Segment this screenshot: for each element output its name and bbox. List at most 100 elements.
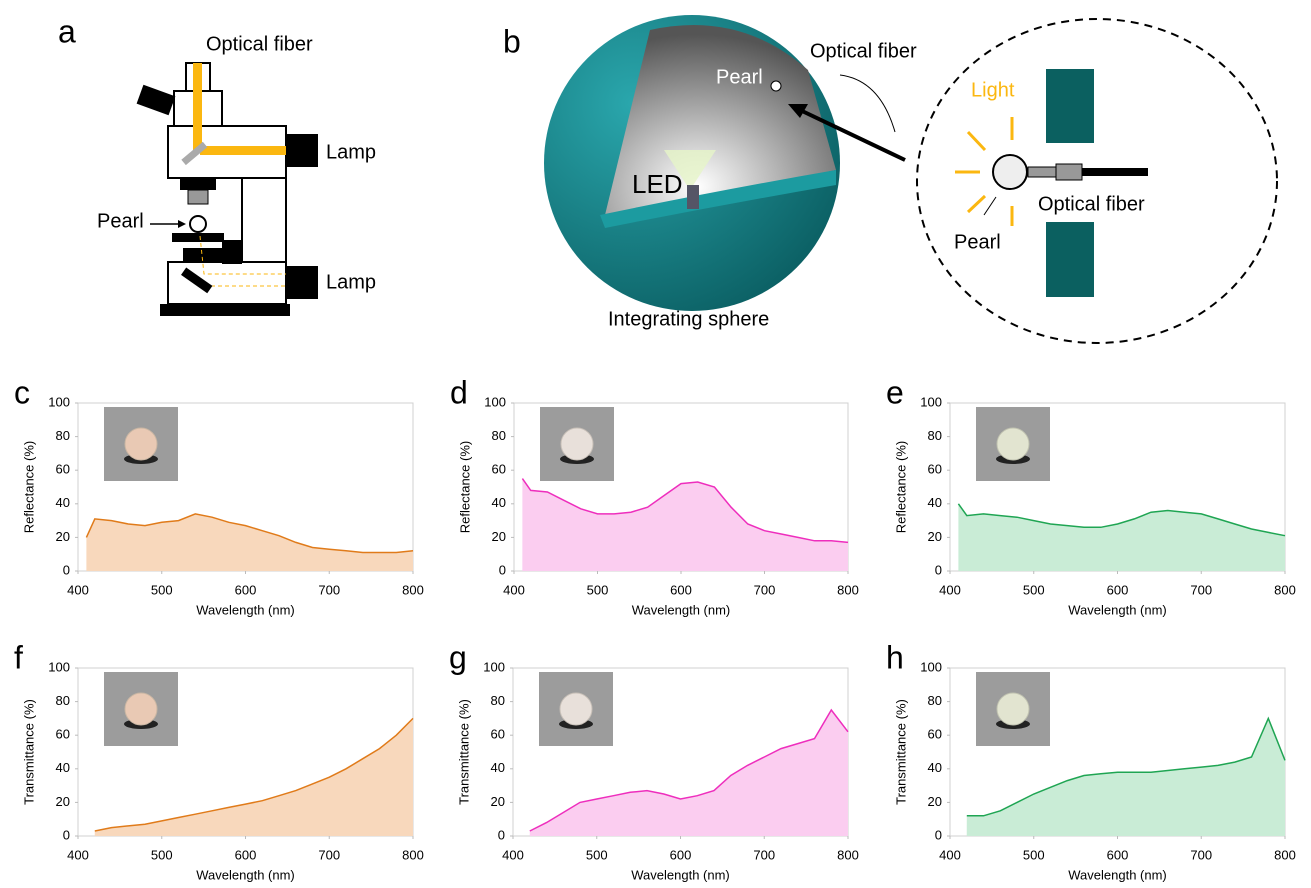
y-axis-label: Reflectance (%) (21, 441, 36, 533)
area (522, 479, 848, 571)
y-tick-label: 60 (492, 462, 506, 477)
x-axis-label: Wavelength (nm) (1068, 867, 1167, 882)
panel-label: d (450, 374, 468, 410)
y-tick-label: 40 (491, 760, 505, 775)
x-axis-label: Wavelength (nm) (196, 602, 295, 617)
label: Optical fiber (206, 33, 313, 55)
y-tick-label: 80 (56, 693, 70, 708)
x-tick-label: 600 (670, 582, 692, 597)
chart: f 0 20 40 60 80 100 400 500 600 700 800 Wavelength (… (14, 639, 424, 882)
x-tick-label: 500 (151, 847, 173, 862)
x-tick-label: 600 (235, 847, 257, 862)
y-tick-label: 0 (63, 562, 70, 577)
y-tick-label: 20 (928, 529, 942, 544)
y-tick-label: 0 (498, 827, 505, 842)
panel-label: h (886, 639, 904, 675)
x-tick-label: 800 (1274, 582, 1296, 597)
label: Optical fiber (1038, 193, 1145, 215)
y-tick-label: 40 (492, 495, 506, 510)
x-tick-label: 500 (151, 582, 173, 597)
x-tick-label: 800 (402, 847, 424, 862)
y-tick-label: 40 (928, 495, 942, 510)
area (958, 504, 1285, 571)
y-tick-label: 100 (484, 394, 506, 409)
pearl (125, 428, 157, 460)
microscope-diagram: a Optical fiber Lamp Pearl Lamp (58, 13, 376, 316)
y-tick-label: 100 (483, 659, 505, 674)
x-tick-label: 700 (1190, 847, 1212, 862)
pearl (560, 693, 592, 725)
y-tick-label: 60 (56, 727, 70, 742)
label: Light (971, 79, 1015, 101)
y-tick-label: 20 (492, 529, 506, 544)
pearl (997, 693, 1029, 725)
x-tick-label: 500 (587, 582, 609, 597)
x-tick-label: 800 (1274, 847, 1296, 862)
y-tick-label: 20 (928, 794, 942, 809)
panel-label: c (14, 374, 30, 410)
x-tick-label: 500 (1023, 847, 1045, 862)
panel-label: f (14, 639, 23, 675)
pearl (561, 428, 593, 460)
x-tick-label: 500 (586, 847, 608, 862)
y-tick-label: 60 (928, 462, 942, 477)
x-axis-label: Wavelength (nm) (631, 867, 730, 882)
figure: a Optical fiber Lamp Pearl Lamp b Pearl … (0, 0, 1311, 888)
label: Lamp (326, 271, 376, 293)
label: LED (632, 169, 683, 199)
x-tick-label: 800 (837, 582, 859, 597)
y-tick-label: 100 (920, 394, 942, 409)
x-tick-label: 600 (1107, 582, 1129, 597)
y-tick-label: 20 (491, 794, 505, 809)
y-axis-label: Transmittance (%) (21, 699, 36, 805)
y-axis-label: Reflectance (%) (893, 441, 908, 533)
y-tick-label: 40 (928, 760, 942, 775)
x-tick-label: 700 (754, 582, 776, 597)
y-tick-label: 80 (492, 428, 506, 443)
x-tick-label: 600 (235, 582, 257, 597)
y-tick-label: 80 (928, 428, 942, 443)
y-tick-label: 0 (935, 562, 942, 577)
chart: h020406080100400500600700800Wavelength (… (886, 639, 1296, 882)
x-tick-label: 600 (1107, 847, 1129, 862)
y-axis-label: Transmittance (%) (893, 699, 908, 805)
y-tick-label: 60 (491, 727, 505, 742)
x-tick-label: 400 (503, 582, 525, 597)
label: Optical fiber (810, 40, 917, 62)
y-tick-label: 100 (48, 659, 70, 674)
panel-label: b (503, 23, 521, 59)
panel-label: a (58, 13, 76, 49)
x-tick-label: 500 (1023, 582, 1045, 597)
x-tick-label: 400 (939, 582, 961, 597)
x-axis-label: Wavelength (nm) (1068, 602, 1167, 617)
x-tick-label: 700 (318, 847, 340, 862)
y-tick-label: 80 (928, 693, 942, 708)
x-tick-label: 400 (939, 847, 961, 862)
pearl (997, 428, 1029, 460)
y-tick-label: 0 (63, 827, 70, 842)
y-tick-label: 60 (928, 727, 942, 742)
x-tick-label: 600 (670, 847, 692, 862)
sphere-diagram: b Pearl Optical fiber LED Integrating sp… (503, 15, 1277, 343)
label: Integrating sphere (608, 308, 769, 330)
x-axis-label: Wavelength (nm) (196, 867, 295, 882)
y-tick-label: 80 (491, 693, 505, 708)
y-tick-label: 40 (56, 760, 70, 775)
y-tick-label: 20 (56, 529, 70, 544)
x-axis-label: Wavelength (nm) (632, 602, 731, 617)
y-tick-label: 20 (56, 794, 70, 809)
y-axis-label: Transmittance (%) (456, 699, 471, 805)
x-tick-label: 800 (402, 582, 424, 597)
label: Pearl (97, 210, 144, 232)
x-tick-label: 400 (67, 847, 89, 862)
page: a Optical fiber Lamp Pearl Lamp b Pearl … (0, 0, 1311, 888)
area (86, 514, 413, 571)
panel-label: g (449, 639, 467, 675)
x-tick-label: 400 (67, 582, 89, 597)
y-tick-label: 100 (48, 394, 70, 409)
label: Lamp (326, 141, 376, 163)
y-tick-label: 0 (935, 827, 942, 842)
